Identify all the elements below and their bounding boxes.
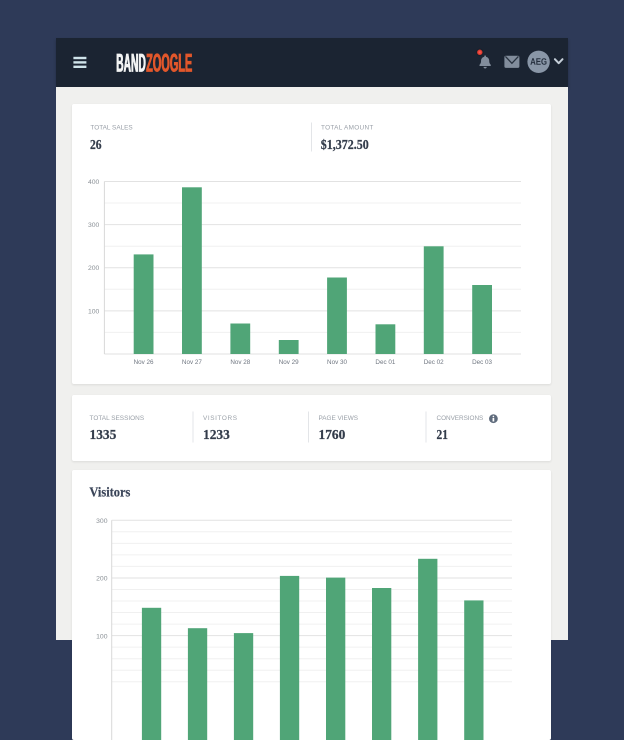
svg-text:1760: 1760 [319,428,346,443]
svg-text:100: 100 [88,308,100,315]
svg-text:Nov 28: Nov 28 [230,359,250,366]
svg-text:200: 200 [88,265,100,272]
svg-text:Dec 03: Dec 03 [472,359,492,366]
svg-text:Nov 30: Nov 30 [327,359,347,366]
svg-text:CONVERSIONS: CONVERSIONS [437,414,484,421]
svg-text:100: 100 [96,633,108,640]
svg-text:Nov 26: Nov 26 [134,359,154,366]
svg-text:TOTAL SESSIONS: TOTAL SESSIONS [90,414,145,421]
svg-text:200: 200 [96,576,108,583]
svg-text:300: 300 [88,222,100,229]
svg-text:Nov 27: Nov 27 [182,359,202,366]
svg-text:$1,372.50: $1,372.50 [321,138,369,153]
svg-text:1335: 1335 [90,428,117,443]
svg-text:21: 21 [437,428,448,443]
svg-text:TOTAL SALES: TOTAL SALES [90,125,132,132]
svg-text:TOTAL AMOUNT: TOTAL AMOUNT [321,125,373,132]
svg-text:26: 26 [90,138,102,153]
svg-text:1233: 1233 [203,428,230,443]
svg-text:VISITORS: VISITORS [203,414,237,421]
svg-text:Nov 29: Nov 29 [279,359,299,366]
svg-text:400: 400 [88,179,100,186]
svg-text:PAGE VIEWS: PAGE VIEWS [319,414,359,421]
svg-text:Dec 01: Dec 01 [375,359,395,366]
svg-text:Dec 02: Dec 02 [424,359,444,366]
svg-text:300: 300 [96,518,108,525]
svg-text:Visitors: Visitors [89,484,131,499]
